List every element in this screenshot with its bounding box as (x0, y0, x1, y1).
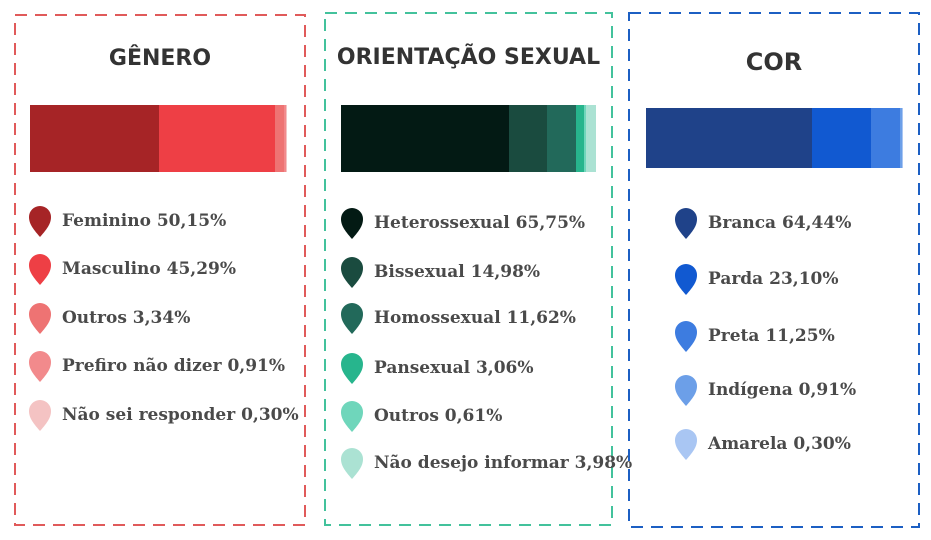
bar-segment-outros (584, 105, 586, 172)
drop-marker-icon (341, 208, 363, 239)
legend-label: Não desejo informar 3,98% (374, 453, 633, 473)
legend-item: Outros 3,34% (28, 301, 190, 335)
bar-segment-bissexual (508, 105, 547, 172)
bar-segment-heterossexual (341, 105, 509, 172)
panel-border (628, 12, 920, 528)
orientacao-sexual-panel: ORIENTAÇÃO SEXUAL Heterossexual 65,75% Bi… (324, 12, 632, 526)
legend-item: Indígena 0,91% (674, 373, 856, 407)
legend-label: Feminino 50,15% (62, 211, 227, 231)
legend-item: Heterossexual 65,75% (340, 206, 585, 240)
legend-item: Masculino 45,29% (28, 252, 236, 286)
drop-marker-icon (29, 254, 51, 285)
bar-segment-n-o-desejo-informar (585, 105, 596, 172)
drop-marker-icon (675, 429, 697, 460)
drop-marker-icon (341, 448, 363, 479)
legend-label: Heterossexual 65,75% (374, 213, 586, 233)
chart-title: COR (745, 48, 803, 76)
stacked-bar (30, 105, 287, 172)
bar-segment-prefiro-n-o-dizer (283, 105, 287, 172)
drop-marker-icon (341, 401, 363, 432)
drop-marker-icon (341, 303, 363, 334)
chart-title: ORIENTAÇÃO SEXUAL (336, 45, 601, 70)
drop-marker-icon (29, 303, 51, 334)
legend-item: Bissexual 14,98% (340, 255, 540, 289)
drop-marker-icon (29, 400, 51, 431)
cor-panel: COR Branca 64,44% Parda 23,10% Preta 11,25… (628, 12, 920, 528)
legend-item: Não sei responder 0,30% (28, 398, 299, 432)
legend: Heterossexual 65,75% Bissexual 14,98% Homo… (324, 12, 632, 526)
legend: Branca 64,44% Parda 23,10% Preta 11,25% Ind… (628, 12, 920, 528)
bar-segment-ind-gena (899, 108, 903, 168)
panel-border (14, 14, 306, 526)
drop-marker-icon (29, 351, 51, 382)
legend-item: Amarela 0,30% (674, 427, 851, 461)
legend-item: Preta 11,25% (674, 319, 835, 353)
drop-marker-icon (675, 264, 697, 295)
legend-label: Outros 3,34% (62, 308, 191, 328)
bar-segment-amarela (902, 108, 903, 168)
bar-segment-feminino (30, 105, 159, 172)
legend-label: Masculino 45,29% (62, 259, 237, 279)
legend-label: Indígena 0,91% (708, 380, 857, 400)
bar-segment-masculino (158, 105, 276, 172)
bar-segment-parda (811, 108, 871, 168)
legend-item: Não desejo informar 3,98% (340, 446, 632, 480)
drop-marker-icon (341, 257, 363, 288)
legend-item: Outros 0,61% (340, 399, 502, 433)
bar-segment-n-o-sei-responder (286, 105, 287, 172)
legend-item: Prefiro não dizer 0,91% (28, 349, 285, 383)
legend-label: Pansexual 3,06% (374, 358, 534, 378)
genero-panel: GÊNERO Feminino 50,15% Masculino 45,29% Ou… (14, 14, 306, 526)
legend-item: Branca 64,44% (674, 206, 851, 240)
stacked-bar (341, 105, 596, 172)
legend-label: Parda 23,10% (708, 269, 839, 289)
bar-segment-pansexual (576, 105, 585, 172)
drop-marker-icon (29, 206, 51, 237)
legend-label: Bissexual 14,98% (374, 262, 541, 282)
drop-marker-icon (675, 208, 697, 239)
legend-label: Homossexual 11,62% (374, 308, 576, 328)
chart-title: GÊNERO (108, 46, 212, 71)
drop-marker-icon (675, 321, 697, 352)
legend-label: Amarela 0,30% (708, 434, 851, 454)
legend-item: Parda 23,10% (674, 262, 839, 296)
bar-segment-branca (646, 108, 812, 168)
bar-segment-outros (275, 105, 284, 172)
drop-marker-icon (341, 353, 363, 384)
legend-label: Não sei responder 0,30% (62, 405, 299, 425)
legend-item: Feminino 50,15% (28, 204, 226, 238)
drop-marker-icon (675, 375, 697, 406)
legend-label: Outros 0,61% (374, 406, 503, 426)
bar-segment-preta (870, 108, 900, 168)
legend-label: Branca 64,44% (708, 213, 852, 233)
bar-segment-homossexual (546, 105, 577, 172)
legend-label: Prefiro não dizer 0,91% (62, 356, 286, 376)
legend-item: Homossexual 11,62% (340, 301, 576, 335)
stacked-bar (646, 108, 903, 168)
legend: Feminino 50,15% Masculino 45,29% Outros 3,… (14, 14, 306, 526)
panel-border (324, 12, 613, 526)
legend-item: Pansexual 3,06% (340, 351, 534, 385)
legend-label: Preta 11,25% (708, 326, 835, 346)
